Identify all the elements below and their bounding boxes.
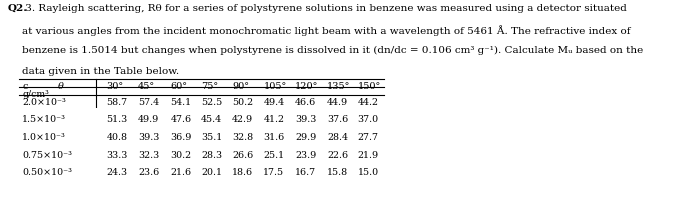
Text: 1.5×10⁻³: 1.5×10⁻³ bbox=[22, 115, 66, 124]
Text: c: c bbox=[22, 82, 28, 91]
Text: data given in the Table below.: data given in the Table below. bbox=[22, 67, 179, 76]
Text: 120°: 120° bbox=[295, 82, 318, 91]
Text: 40.8: 40.8 bbox=[106, 133, 127, 142]
Text: 39.3: 39.3 bbox=[295, 115, 316, 124]
Text: 0.50×10⁻³: 0.50×10⁻³ bbox=[22, 168, 72, 177]
Text: 54.1: 54.1 bbox=[170, 98, 192, 107]
Text: 37.0: 37.0 bbox=[358, 115, 379, 124]
Text: 28.4: 28.4 bbox=[327, 133, 348, 142]
Text: 23.6: 23.6 bbox=[138, 168, 160, 177]
Text: benzene is 1.5014 but changes when polystyrene is dissolved in it (dn/dc = 0.106: benzene is 1.5014 but changes when polys… bbox=[22, 46, 643, 55]
Text: at various angles from the incident monochromatic light beam with a wavelength o: at various angles from the incident mono… bbox=[22, 25, 631, 36]
Text: 46.6: 46.6 bbox=[295, 98, 316, 107]
Text: 41.2: 41.2 bbox=[263, 115, 284, 124]
Text: 90°: 90° bbox=[232, 82, 249, 91]
Text: 57.4: 57.4 bbox=[138, 98, 159, 107]
Text: 42.9: 42.9 bbox=[232, 115, 253, 124]
Text: 33.3: 33.3 bbox=[106, 151, 127, 160]
Text: 45.4: 45.4 bbox=[201, 115, 222, 124]
Text: 49.9: 49.9 bbox=[138, 115, 160, 124]
Text: 0.75×10⁻³: 0.75×10⁻³ bbox=[22, 151, 72, 160]
Text: Q2.: Q2. bbox=[8, 4, 27, 13]
Text: 37.6: 37.6 bbox=[327, 115, 348, 124]
Text: 52.5: 52.5 bbox=[201, 98, 223, 107]
Text: 26.6: 26.6 bbox=[232, 151, 253, 160]
Text: 36.9: 36.9 bbox=[170, 133, 192, 142]
Text: 15.0: 15.0 bbox=[358, 168, 379, 177]
Text: 75°: 75° bbox=[201, 82, 218, 91]
Text: 21.6: 21.6 bbox=[170, 168, 192, 177]
Text: 47.6: 47.6 bbox=[170, 115, 192, 124]
Text: 3. Rayleigh scattering, Rθ for a series of polystyrene solutions in benzene was : 3. Rayleigh scattering, Rθ for a series … bbox=[22, 4, 627, 13]
Text: 18.6: 18.6 bbox=[232, 168, 253, 177]
Text: 2.0×10⁻³: 2.0×10⁻³ bbox=[22, 98, 66, 107]
Text: 32.8: 32.8 bbox=[232, 133, 253, 142]
Text: 150°: 150° bbox=[358, 82, 381, 91]
Text: 24.3: 24.3 bbox=[106, 168, 127, 177]
Text: 39.3: 39.3 bbox=[138, 133, 160, 142]
Text: θ: θ bbox=[58, 82, 64, 91]
Text: 1.0×10⁻³: 1.0×10⁻³ bbox=[22, 133, 66, 142]
Text: 60°: 60° bbox=[170, 82, 188, 91]
Text: 23.9: 23.9 bbox=[295, 151, 316, 160]
Text: 35.1: 35.1 bbox=[201, 133, 223, 142]
Text: 17.5: 17.5 bbox=[263, 168, 284, 177]
Text: 16.7: 16.7 bbox=[295, 168, 316, 177]
Text: 32.3: 32.3 bbox=[138, 151, 160, 160]
Text: 21.9: 21.9 bbox=[358, 151, 379, 160]
Text: g/cm³: g/cm³ bbox=[22, 90, 49, 99]
Text: 15.8: 15.8 bbox=[327, 168, 348, 177]
Text: 20.1: 20.1 bbox=[201, 168, 222, 177]
Text: 50.2: 50.2 bbox=[232, 98, 253, 107]
Text: 135°: 135° bbox=[327, 82, 350, 91]
Text: 30°: 30° bbox=[106, 82, 123, 91]
Text: 31.6: 31.6 bbox=[263, 133, 285, 142]
Text: 44.9: 44.9 bbox=[327, 98, 348, 107]
Text: 25.1: 25.1 bbox=[263, 151, 284, 160]
Text: 45°: 45° bbox=[138, 82, 155, 91]
Text: 49.4: 49.4 bbox=[263, 98, 284, 107]
Text: 44.2: 44.2 bbox=[358, 98, 379, 107]
Text: 58.7: 58.7 bbox=[106, 98, 127, 107]
Text: 22.6: 22.6 bbox=[327, 151, 348, 160]
Text: 105°: 105° bbox=[263, 82, 286, 91]
Text: 30.2: 30.2 bbox=[170, 151, 192, 160]
Text: 27.7: 27.7 bbox=[358, 133, 379, 142]
Text: 28.3: 28.3 bbox=[201, 151, 222, 160]
Text: 51.3: 51.3 bbox=[106, 115, 127, 124]
Text: 29.9: 29.9 bbox=[295, 133, 316, 142]
